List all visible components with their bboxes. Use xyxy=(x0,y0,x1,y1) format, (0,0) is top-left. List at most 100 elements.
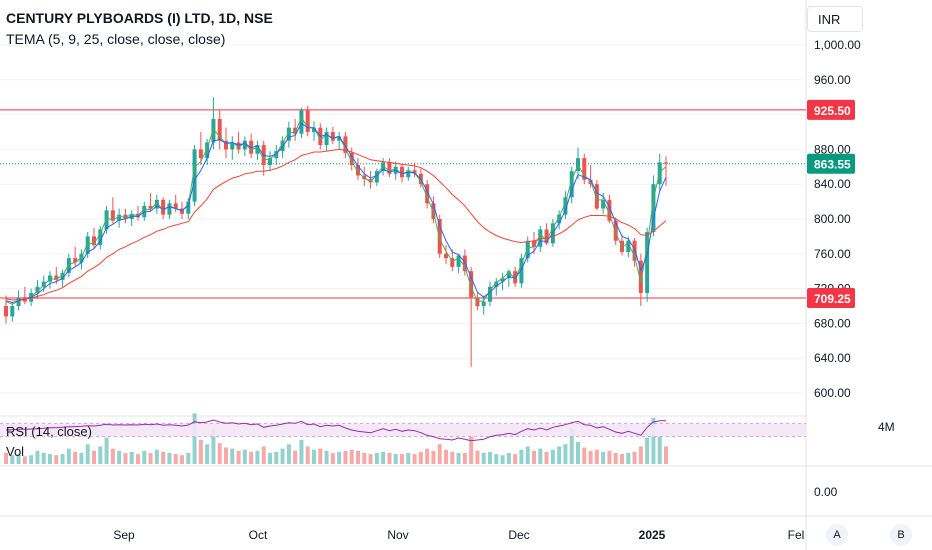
volume-bar xyxy=(588,450,593,464)
b-button[interactable]: B xyxy=(890,524,912,546)
volume-bar xyxy=(513,454,518,464)
volume-bar xyxy=(85,444,90,464)
volume-bar xyxy=(343,450,348,464)
candle-body xyxy=(268,158,272,166)
candle-body xyxy=(154,199,159,209)
volume-bar xyxy=(41,453,46,464)
volume-bar xyxy=(632,451,637,464)
candle-body xyxy=(161,199,166,215)
volume-bar xyxy=(318,448,323,464)
volume-bar xyxy=(557,446,562,464)
candle-body xyxy=(374,171,379,183)
auto-scale-button[interactable]: A xyxy=(826,524,848,546)
volume-bar xyxy=(261,446,266,464)
candle-body xyxy=(525,240,530,259)
volume-bar xyxy=(230,448,235,464)
last-price-label-bg xyxy=(807,153,855,174)
volume-bar xyxy=(312,449,316,464)
candle-body xyxy=(104,210,109,230)
volume-bar xyxy=(519,449,524,464)
price-tick-label: 680.00 xyxy=(814,316,851,330)
volume-bar xyxy=(400,454,404,464)
candle-body xyxy=(349,152,354,166)
candlesticks[interactable] xyxy=(4,97,668,367)
candle-body xyxy=(437,219,442,254)
candle-body xyxy=(4,306,8,317)
volume-bar xyxy=(418,451,423,464)
candle-body xyxy=(506,271,511,279)
volume-bar xyxy=(10,455,15,464)
volume-bar xyxy=(607,450,612,464)
volume-bar xyxy=(217,443,222,464)
candle-body xyxy=(444,253,448,259)
volume-bar xyxy=(73,451,78,464)
volume-bar xyxy=(393,454,398,464)
volume-bar xyxy=(136,454,140,464)
volume-bar xyxy=(437,444,442,464)
rsi-band xyxy=(0,423,806,437)
candle-body xyxy=(387,162,392,174)
candle-body xyxy=(582,158,587,180)
candle-body xyxy=(538,229,543,247)
volume-bar xyxy=(330,453,335,464)
candle-body xyxy=(626,240,631,253)
candle-body xyxy=(500,278,505,282)
candle-body xyxy=(173,203,178,209)
volume-bar xyxy=(92,450,96,464)
volume-bar xyxy=(362,453,367,464)
candle-body xyxy=(569,171,574,198)
horizontal-levels[interactable] xyxy=(0,109,806,299)
time-axis-label: Fel xyxy=(788,528,805,542)
volume-bars: 4M 0.00 xyxy=(4,413,895,499)
candle-body xyxy=(230,142,235,150)
candle-body xyxy=(607,199,612,221)
indicator-legend[interactable]: TEMA (5, 9, 25, close, close, close) xyxy=(6,31,226,47)
time-axis-label: Dec xyxy=(508,528,529,542)
level-low-label[interactable]: 709.25 xyxy=(814,292,851,306)
volume-bar xyxy=(161,451,166,464)
candle-body xyxy=(343,136,348,153)
rsi-line xyxy=(5,419,666,442)
candle-body xyxy=(10,306,15,317)
volume-bar xyxy=(173,454,178,464)
volume-bar xyxy=(142,450,147,464)
volume-bar xyxy=(381,451,386,464)
volume-label[interactable]: Vol xyxy=(6,444,25,459)
volume-bar xyxy=(286,444,291,464)
symbol-title[interactable]: CENTURY PLYBOARDS (I) LTD, 1D, NSE xyxy=(6,10,273,26)
last-price-label[interactable]: 863.55 xyxy=(814,158,851,172)
candle-body xyxy=(305,110,310,132)
candle-body xyxy=(286,127,291,141)
currency-selector[interactable]: INR xyxy=(807,6,863,32)
volume-bar xyxy=(293,450,298,464)
volume-bar xyxy=(236,450,241,464)
candle-body xyxy=(488,286,492,302)
candle-body xyxy=(638,260,643,293)
level-high-label[interactable]: 925.50 xyxy=(814,104,851,118)
candle-body xyxy=(205,142,210,159)
time-axis[interactable]: Sep Oct Nov Dec 2025 Fel xyxy=(113,528,804,542)
volume-bar xyxy=(299,439,304,464)
volume-bar xyxy=(481,453,486,464)
time-axis-label: Nov xyxy=(387,528,408,542)
volume-axis-zero: 0.00 xyxy=(814,485,838,499)
volume-bar xyxy=(129,451,134,464)
candle-body xyxy=(651,184,656,233)
volume-bar xyxy=(167,453,172,464)
time-axis-label: Sep xyxy=(113,528,135,542)
volume-bar xyxy=(563,444,568,464)
volume-bar xyxy=(664,446,668,464)
volume-bar xyxy=(110,448,115,464)
volume-bar xyxy=(544,451,549,464)
volume-bar xyxy=(280,448,285,464)
candle-body xyxy=(274,151,279,159)
time-axis-label: 2025 xyxy=(639,528,666,542)
volume-bar xyxy=(601,451,606,464)
volume-bar xyxy=(205,444,210,464)
rsi-label[interactable]: RSI (14, close) xyxy=(6,424,92,439)
volume-bar xyxy=(488,451,492,464)
volume-bar xyxy=(657,435,662,464)
volume-bar xyxy=(337,451,342,464)
price-axis[interactable]: 1,000.00960.00920.00880.00840.00800.0076… xyxy=(807,38,861,400)
